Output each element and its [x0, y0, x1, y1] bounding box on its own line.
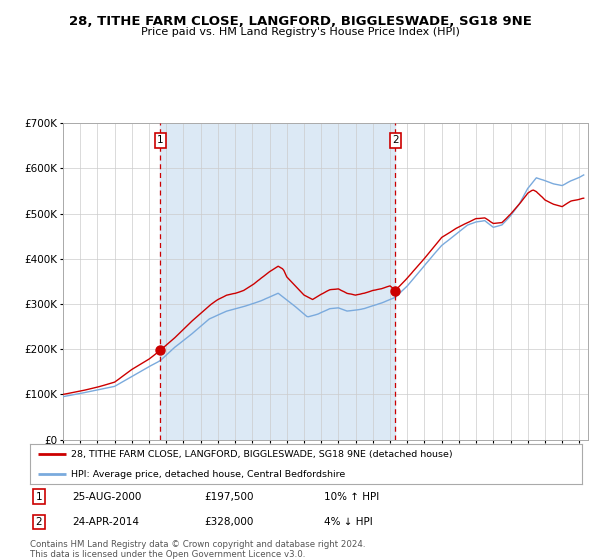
- Text: 2: 2: [392, 135, 399, 145]
- Text: 28, TITHE FARM CLOSE, LANGFORD, BIGGLESWADE, SG18 9NE: 28, TITHE FARM CLOSE, LANGFORD, BIGGLESW…: [68, 15, 532, 27]
- Text: 28, TITHE FARM CLOSE, LANGFORD, BIGGLESWADE, SG18 9NE (detached house): 28, TITHE FARM CLOSE, LANGFORD, BIGGLESW…: [71, 450, 453, 459]
- Text: £197,500: £197,500: [204, 492, 254, 502]
- Text: 1: 1: [35, 492, 43, 502]
- Text: Contains HM Land Registry data © Crown copyright and database right 2024.
This d: Contains HM Land Registry data © Crown c…: [30, 540, 365, 559]
- Text: 25-AUG-2000: 25-AUG-2000: [72, 492, 142, 502]
- Text: 2: 2: [35, 517, 43, 527]
- Text: Price paid vs. HM Land Registry's House Price Index (HPI): Price paid vs. HM Land Registry's House …: [140, 27, 460, 37]
- Text: 4% ↓ HPI: 4% ↓ HPI: [324, 517, 373, 527]
- Text: HPI: Average price, detached house, Central Bedfordshire: HPI: Average price, detached house, Cent…: [71, 470, 346, 479]
- Text: 10% ↑ HPI: 10% ↑ HPI: [324, 492, 379, 502]
- Text: 24-APR-2014: 24-APR-2014: [72, 517, 139, 527]
- Text: £328,000: £328,000: [204, 517, 253, 527]
- Bar: [160, 123, 395, 440]
- Text: 1: 1: [157, 135, 163, 145]
